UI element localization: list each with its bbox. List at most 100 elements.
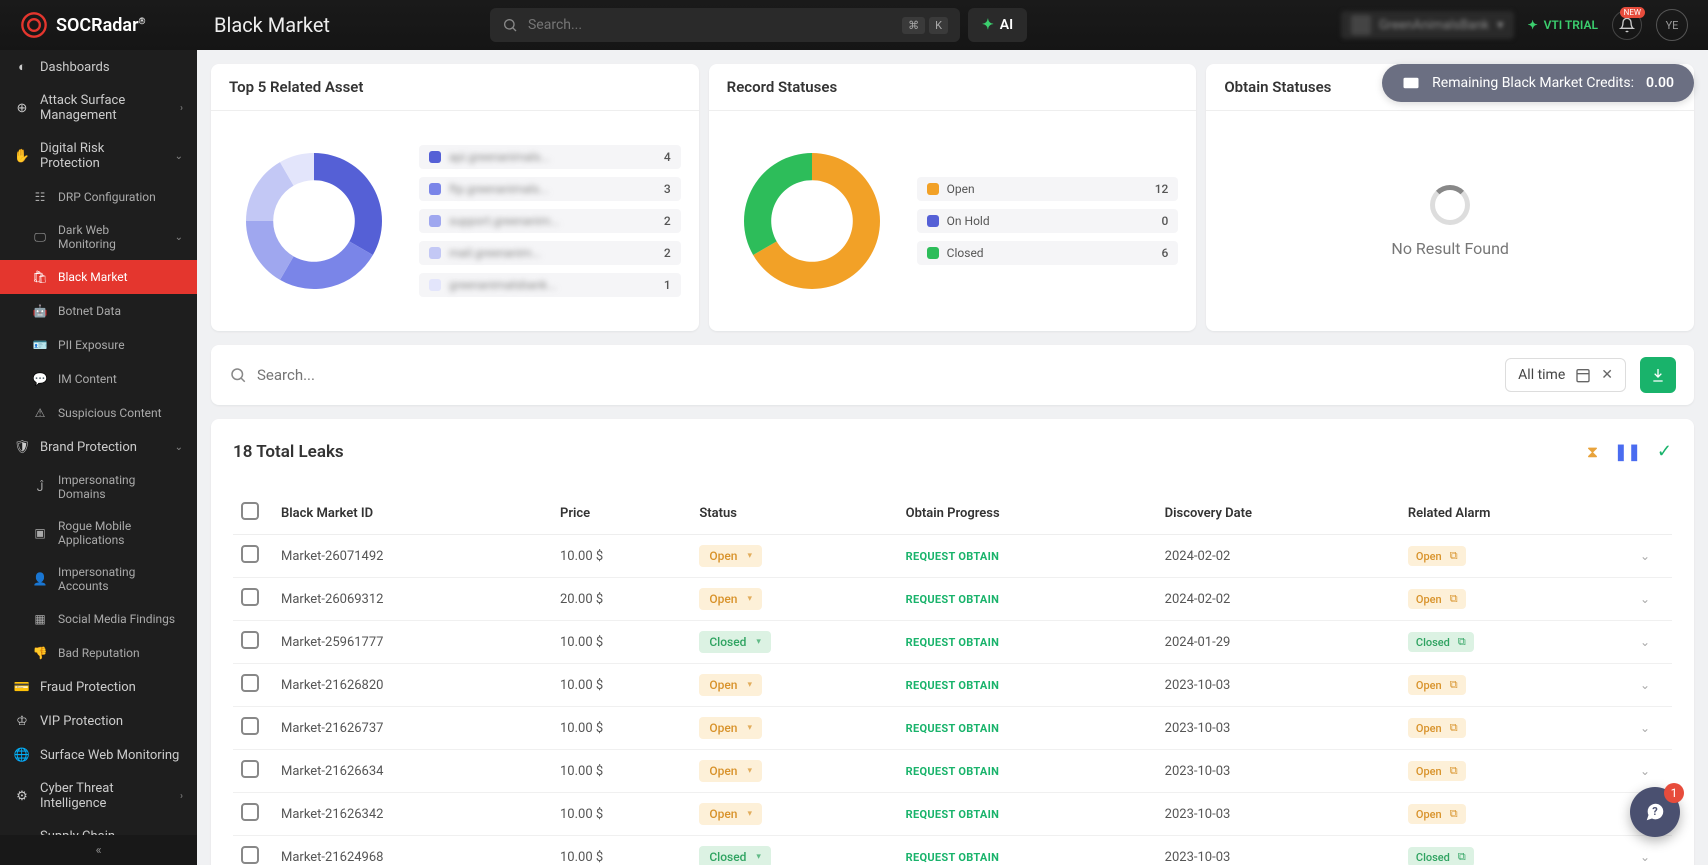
row-checkbox[interactable]	[241, 760, 259, 778]
chevron-down-icon: ▾	[747, 551, 752, 561]
sidebar-item-vip[interactable]: ♔VIP Protection	[0, 704, 197, 738]
alarm-pill[interactable]: Open ⧉	[1408, 761, 1466, 781]
sidebar-item-asm[interactable]: ⊕Attack Surface Management›	[0, 84, 197, 132]
column-header[interactable]: Status	[691, 492, 897, 535]
legend-row: On Hold0	[917, 209, 1179, 233]
sidebar-collapse-button[interactable]: «	[0, 835, 197, 865]
sidebar-item-social[interactable]: ▦Social Media Findings	[0, 602, 197, 636]
check-icon[interactable]: ✓	[1657, 441, 1672, 462]
ai-button[interactable]: ✦ AI	[968, 8, 1027, 42]
sidebar-item-black-market[interactable]: 🛍Black Market	[0, 260, 197, 294]
column-header[interactable]: Related Alarm	[1400, 492, 1632, 535]
sidebar-item-drp-config[interactable]: ☷DRP Configuration	[0, 180, 197, 214]
request-obtain-button[interactable]: REQUEST OBTAIN	[906, 808, 1000, 821]
download-button[interactable]	[1640, 357, 1676, 393]
request-obtain-button[interactable]: REQUEST OBTAIN	[906, 722, 1000, 735]
date-range-selector[interactable]: All time ✕	[1505, 358, 1626, 392]
column-header[interactable]: Price	[552, 492, 691, 535]
legend-label: mail.greenanim...	[449, 246, 656, 260]
alarm-pill[interactable]: Open ⧉	[1408, 804, 1466, 824]
expand-row-button[interactable]: ⌄	[1640, 850, 1650, 864]
row-checkbox[interactable]	[241, 674, 259, 692]
request-obtain-button[interactable]: REQUEST OBTAIN	[906, 851, 1000, 864]
sidebar-item-imp-accounts[interactable]: 👤Impersonating Accounts	[0, 556, 197, 602]
request-obtain-button[interactable]: REQUEST OBTAIN	[906, 679, 1000, 692]
sidebar-item-bad-rep[interactable]: 👎Bad Reputation	[0, 636, 197, 670]
cell-date: 2024-01-29	[1157, 621, 1400, 664]
bot-icon: 🤖	[32, 303, 48, 319]
status-pill[interactable]: Open▾	[699, 760, 762, 782]
legend-value: 4	[664, 150, 671, 164]
status-pill[interactable]: Open▾	[699, 588, 762, 610]
request-obtain-button[interactable]: REQUEST OBTAIN	[906, 550, 1000, 563]
legend-label: Closed	[947, 246, 1154, 260]
monitor-icon: 🖵	[32, 229, 48, 245]
request-obtain-button[interactable]: REQUEST OBTAIN	[906, 765, 1000, 778]
sidebar-item-dwm[interactable]: 🖵Dark Web Monitoring⌄	[0, 214, 197, 260]
table-row: Market-21626820 10.00 $ Open▾ REQUEST OB…	[233, 664, 1672, 707]
chat-button[interactable]: ? 1	[1630, 787, 1680, 837]
status-pill[interactable]: Open▾	[699, 717, 762, 739]
sidebar: ◐Dashboards ⊕Attack Surface Management› …	[0, 50, 197, 865]
expand-row-button[interactable]: ⌄	[1640, 764, 1650, 778]
clear-icon[interactable]: ✕	[1601, 367, 1613, 383]
search-input[interactable]	[528, 17, 892, 33]
sidebar-item-rogue-apps[interactable]: ▣Rogue Mobile Applications	[0, 510, 197, 556]
row-checkbox[interactable]	[241, 631, 259, 649]
sidebar-item-dashboards[interactable]: ◐Dashboards	[0, 50, 197, 84]
expand-row-button[interactable]: ⌄	[1640, 678, 1650, 692]
user-avatar[interactable]: YE	[1656, 9, 1688, 41]
row-checkbox[interactable]	[241, 803, 259, 821]
column-header[interactable]: Discovery Date	[1157, 492, 1400, 535]
status-pill[interactable]: Open▾	[699, 674, 762, 696]
sidebar-item-imp-domains[interactable]: ĴImpersonating Domains	[0, 464, 197, 510]
sidebar-item-cti[interactable]: ⚙Cyber Threat Intelligence›	[0, 772, 197, 820]
hourglass-icon[interactable]: ⧗	[1587, 442, 1598, 462]
chevron-down-icon: ▾	[747, 680, 752, 690]
alarm-pill[interactable]: Open ⧉	[1408, 718, 1466, 738]
sidebar-item-pii[interactable]: 🪪PII Exposure	[0, 328, 197, 362]
sidebar-item-im[interactable]: 💬IM Content	[0, 362, 197, 396]
table-card: 18 Total Leaks ⧗ ❚❚ ✓ Black Market IDPri…	[211, 419, 1694, 865]
request-obtain-button[interactable]: REQUEST OBTAIN	[906, 636, 1000, 649]
column-header[interactable]: Black Market ID	[273, 492, 552, 535]
trial-badge[interactable]: ✦VTI TRIAL	[1528, 18, 1598, 32]
expand-row-button[interactable]: ⌄	[1640, 721, 1650, 735]
select-all-checkbox[interactable]	[241, 502, 259, 520]
column-header[interactable]: Obtain Progress	[898, 492, 1157, 535]
sidebar-item-suspicious[interactable]: ⚠Suspicious Content	[0, 396, 197, 430]
row-checkbox[interactable]	[241, 717, 259, 735]
global-search[interactable]: ⌘K	[490, 8, 960, 42]
sidebar-item-surface-web[interactable]: 🌐Surface Web Monitoring	[0, 738, 197, 772]
alarm-pill[interactable]: Closed ⧉	[1408, 847, 1474, 865]
status-pill[interactable]: Open▾	[699, 803, 762, 825]
row-checkbox[interactable]	[241, 588, 259, 606]
sidebar-item-brand[interactable]: 🛡Brand Protection⌄	[0, 430, 197, 464]
request-obtain-button[interactable]: REQUEST OBTAIN	[906, 593, 1000, 606]
sidebar-item-drp[interactable]: ✋Digital Risk Protection⌄	[0, 132, 197, 180]
table-search-input[interactable]	[257, 366, 1491, 384]
row-checkbox[interactable]	[241, 846, 259, 864]
row-checkbox[interactable]	[241, 545, 259, 563]
status-pill[interactable]: Closed▾	[699, 631, 771, 653]
logo[interactable]: SOCRadar®	[20, 11, 200, 39]
sidebar-item-botnet[interactable]: 🤖Botnet Data	[0, 294, 197, 328]
status-pill[interactable]: Closed▾	[699, 846, 771, 865]
legend-value: 2	[664, 214, 671, 228]
pause-icon[interactable]: ❚❚	[1614, 442, 1641, 461]
expand-row-button[interactable]: ⌄	[1640, 549, 1650, 563]
alarm-pill[interactable]: Closed ⧉	[1408, 632, 1474, 652]
expand-row-button[interactable]: ⌄	[1640, 635, 1650, 649]
notifications-button[interactable]: NEW	[1612, 10, 1642, 40]
alarm-pill[interactable]: Open ⧉	[1408, 589, 1466, 609]
status-pill[interactable]: Open▾	[699, 545, 762, 567]
alarm-pill[interactable]: Open ⧉	[1408, 675, 1466, 695]
chevron-right-icon: ›	[180, 103, 183, 114]
table-row: Market-25961777 10.00 $ Closed▾ REQUEST …	[233, 621, 1672, 664]
expand-row-button[interactable]: ⌄	[1640, 592, 1650, 606]
org-selector[interactable]: GreenAnimalsBank▾	[1341, 11, 1514, 39]
shield-icon: 🛡	[14, 439, 30, 455]
gear-icon: ⚙	[14, 788, 30, 804]
alarm-pill[interactable]: Open ⧉	[1408, 546, 1466, 566]
sidebar-item-fraud[interactable]: 💳Fraud Protection	[0, 670, 197, 704]
